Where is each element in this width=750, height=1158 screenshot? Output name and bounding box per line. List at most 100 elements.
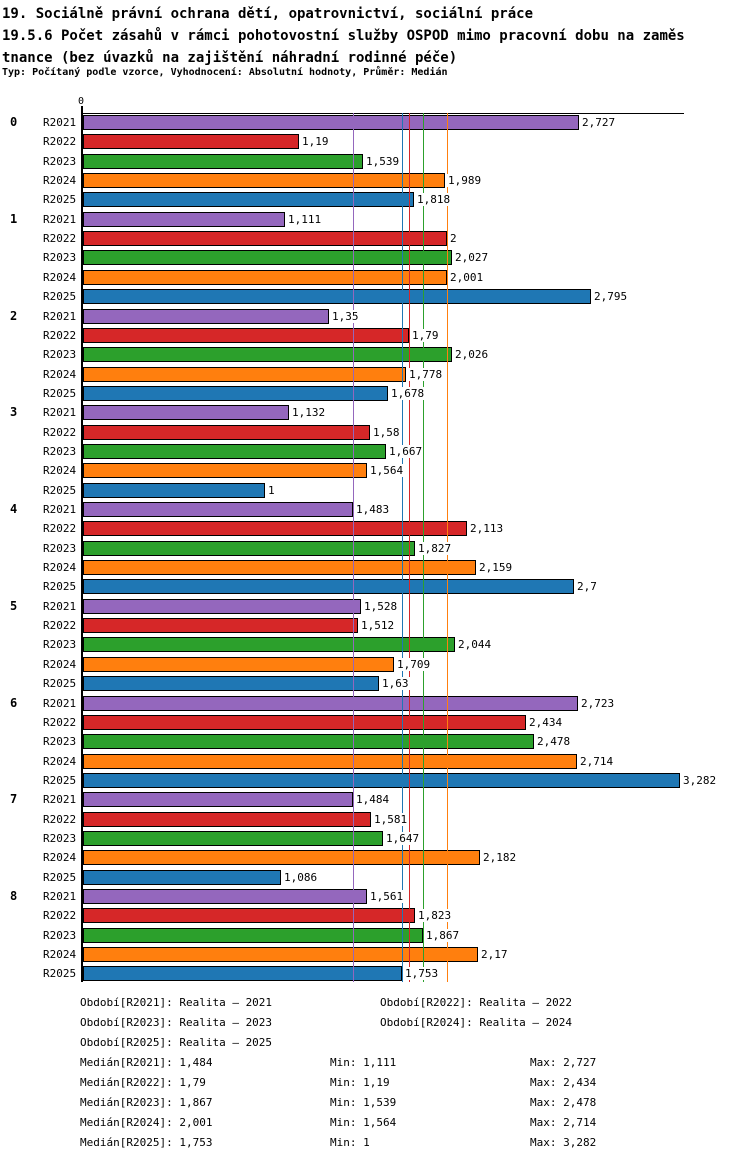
series-row-label: R2024: [43, 755, 77, 768]
group-label: 4: [10, 502, 18, 516]
series-row-label: R2022: [43, 619, 77, 632]
bar-4-R2025: [83, 579, 574, 594]
series-row-label: R2022: [43, 716, 77, 729]
series-row-label: R2021: [43, 600, 77, 613]
group-label: 8: [10, 889, 18, 903]
legend-max-entry: Max: 2,434: [530, 1076, 597, 1089]
legend-median-entry: Medián[R2022]: 1,79: [80, 1076, 206, 1089]
bar-6-R2022: [83, 715, 526, 730]
series-row-label: R2021: [43, 406, 77, 419]
bar-value-label: 1,667: [388, 445, 424, 458]
x-axis-zero-label: 0: [78, 96, 85, 107]
bar-value-label: 1,539: [365, 155, 401, 168]
series-row-label: R2024: [43, 561, 77, 574]
bar-5-R2025: [83, 676, 379, 691]
group-label: 6: [10, 696, 18, 710]
bar-7-R2024: [83, 850, 480, 865]
chart-subtitle: Typ: Počítaný podle vzorce, Vyhodnocení:…: [2, 67, 448, 78]
bar-4-R2021: [83, 502, 353, 517]
bar-value-label: 1,111: [287, 213, 323, 226]
bar-7-R2023: [83, 831, 383, 846]
bar-2-R2024: [83, 367, 406, 382]
series-row-label: R2023: [43, 348, 77, 361]
series-row-label: R2025: [43, 387, 77, 400]
bar-value-label: 1,709: [396, 658, 432, 671]
bar-6-R2021: [83, 696, 578, 711]
bar-value-label: 2,044: [457, 638, 493, 651]
bar-8-R2025: [83, 966, 402, 981]
median-line-R2021: [353, 113, 354, 982]
bar-value-label: 2: [449, 232, 458, 245]
series-row-label: R2025: [43, 484, 77, 497]
bar-0-R2022: [83, 134, 299, 149]
bar-0-R2021: [83, 115, 579, 130]
bar-6-R2025: [83, 773, 680, 788]
bar-value-label: 1,483: [355, 503, 391, 516]
series-row-label: R2024: [43, 464, 77, 477]
bar-5-R2023: [83, 637, 455, 652]
series-row-label: R2021: [43, 697, 77, 710]
bar-value-label: 1,564: [369, 464, 405, 477]
series-row-label: R2024: [43, 658, 77, 671]
series-row-label: R2021: [43, 890, 77, 903]
bar-7-R2022: [83, 812, 371, 827]
legend-median-entry: Medián[R2021]: 1,484: [80, 1056, 213, 1069]
bar-value-label: 2,001: [449, 271, 485, 284]
legend-min-entry: Min: 1: [330, 1136, 370, 1149]
bar-value-label: 1,484: [355, 793, 391, 806]
bar-value-label: 2,795: [593, 290, 629, 303]
median-line-R2022: [409, 113, 410, 982]
bar-value-label: 1,528: [363, 600, 399, 613]
legend-max-entry: Max: 2,478: [530, 1096, 597, 1109]
series-row-label: R2024: [43, 368, 77, 381]
bar-value-label: 1,19: [301, 135, 330, 148]
bar-value-label: 1,753: [404, 967, 440, 980]
series-row-label: R2021: [43, 116, 77, 129]
bar-value-label: 2,182: [482, 851, 518, 864]
bar-value-label: 2,113: [469, 522, 505, 535]
bar-1-R2021: [83, 212, 285, 227]
legend-median-entry: Medián[R2024]: 2,001: [80, 1116, 213, 1129]
bar-value-label: 1,086: [283, 871, 319, 884]
bar-value-label: 2,026: [454, 348, 490, 361]
group-label: 5: [10, 599, 18, 613]
series-row-label: R2021: [43, 310, 77, 323]
bar-7-R2025: [83, 870, 281, 885]
series-row-label: R2025: [43, 774, 77, 787]
bar-0-R2023: [83, 154, 363, 169]
legend-min-entry: Min: 1,19: [330, 1076, 390, 1089]
bar-value-label: 1,63: [381, 677, 410, 690]
bar-value-label: 2,7: [576, 580, 598, 593]
bar-5-R2024: [83, 657, 394, 672]
bar-5-R2021: [83, 599, 361, 614]
bar-value-label: 1,647: [385, 832, 421, 845]
legend-max-entry: Max: 2,714: [530, 1116, 597, 1129]
bar-1-R2025: [83, 289, 591, 304]
x-axis-top-line: [81, 113, 684, 114]
bar-3-R2024: [83, 463, 367, 478]
bar-6-R2023: [83, 734, 534, 749]
series-row-label: R2021: [43, 213, 77, 226]
bar-value-label: 2,478: [536, 735, 572, 748]
bar-1-R2023: [83, 250, 452, 265]
legend-min-entry: Min: 1,564: [330, 1116, 397, 1129]
bar-value-label: 1,827: [417, 542, 453, 555]
series-row-label: R2023: [43, 832, 77, 845]
legend-max-entry: Max: 3,282: [530, 1136, 597, 1149]
y-axis-line: [81, 106, 83, 982]
series-row-label: R2025: [43, 871, 77, 884]
series-row-label: R2021: [43, 793, 77, 806]
series-row-label: R2024: [43, 174, 77, 187]
bar-value-label: 2,17: [480, 948, 509, 961]
bar-0-R2024: [83, 173, 445, 188]
bar-value-label: 2,434: [528, 716, 564, 729]
series-row-label: R2025: [43, 967, 77, 980]
bar-3-R2022: [83, 425, 370, 440]
bar-8-R2021: [83, 889, 367, 904]
bar-value-label: 2,714: [579, 755, 615, 768]
legend-min-entry: Min: 1,539: [330, 1096, 397, 1109]
group-label: 2: [10, 309, 18, 323]
series-row-label: R2022: [43, 135, 77, 148]
series-row-label: R2023: [43, 638, 77, 651]
